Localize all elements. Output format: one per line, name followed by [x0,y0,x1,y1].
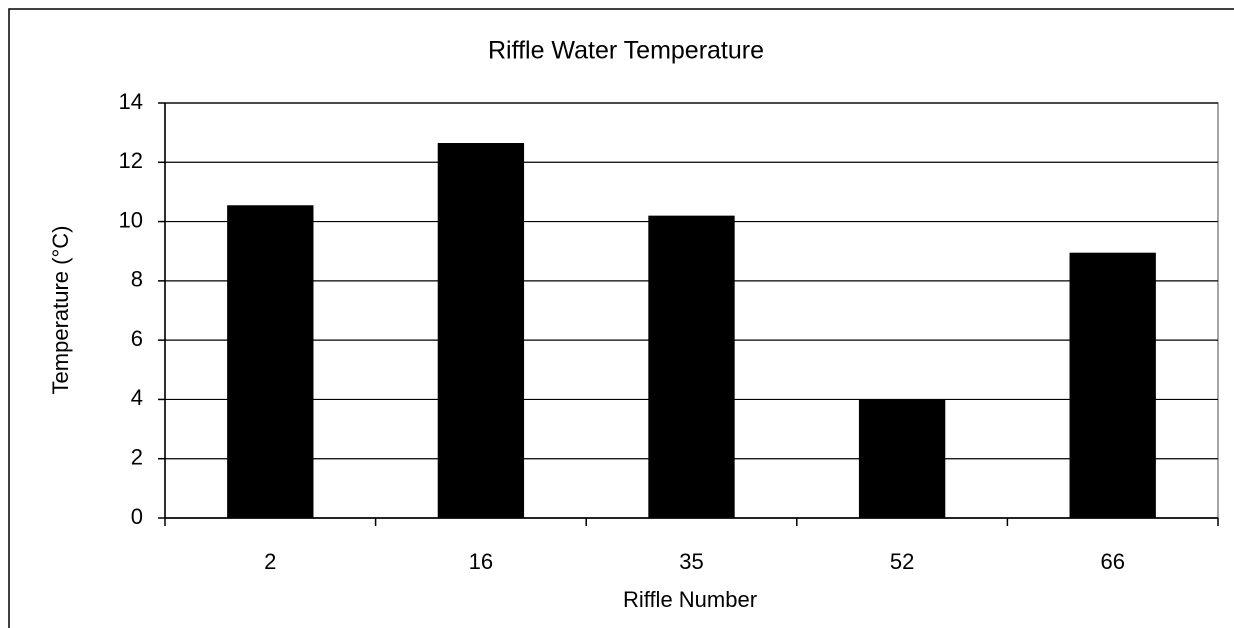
y-tick-label: 8 [131,267,143,292]
y-tick-label: 4 [131,385,143,410]
y-tick-label: 6 [131,326,143,351]
x-tick-label: 35 [679,549,703,574]
bar [227,205,314,518]
y-tick-label: 2 [131,445,143,470]
x-axis-label: Riffle Number [623,587,757,612]
chart-title: Riffle Water Temperature [488,37,764,65]
bar [858,399,946,518]
y-tick-label: 14 [119,89,143,114]
y-tick-label: 12 [119,148,143,173]
y-tick-label: 0 [131,504,143,529]
x-tick-label: 2 [264,549,276,574]
y-axis-label: Temperature (°C) [48,226,73,395]
chart-frame [8,8,1234,628]
x-tick-label: 52 [890,549,914,574]
bar [437,143,525,518]
bar [1069,252,1156,519]
x-tick-label: 16 [469,549,493,574]
y-tick-label: 10 [119,207,143,232]
x-tick-label: 66 [1100,549,1124,574]
bar [648,215,735,518]
